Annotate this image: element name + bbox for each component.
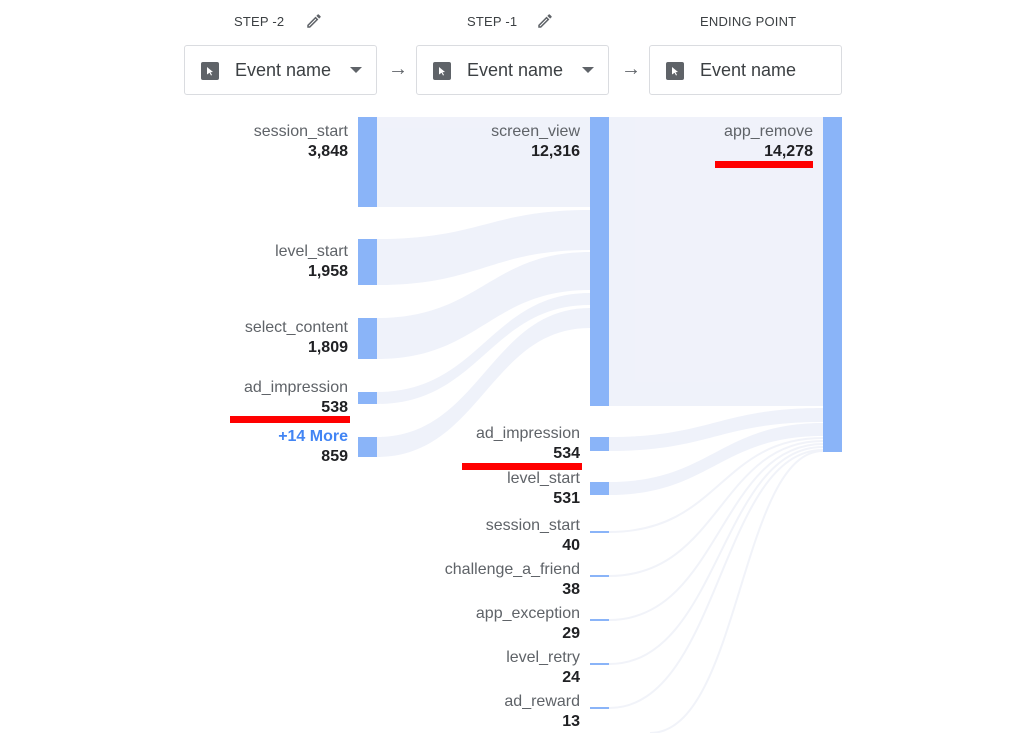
node-step2-level_start[interactable]: level_start 1,958 [275, 243, 348, 280]
pencil-icon[interactable] [536, 12, 554, 30]
highlight-underline [230, 416, 350, 423]
step-2-dimension-select[interactable]: Event name [184, 45, 377, 95]
dimension-label: Event name [467, 60, 564, 80]
step-2-header: STEP -2 [234, 14, 285, 29]
flow-ad_reward-app_remove [608, 449, 824, 709]
arrow-right-icon: → [388, 58, 408, 80]
dropdown-caret-icon[interactable] [350, 67, 362, 73]
node-bar[interactable] [590, 531, 609, 533]
flow-level_retry-app_remove [608, 446, 824, 665]
node-step1-level_retry[interactable]: level_retry 24 [506, 649, 580, 686]
flow-other-app_remove [649, 450, 824, 733]
node-step1-screen_view[interactable]: screen_view 12,316 [491, 123, 580, 160]
cursor-icon [201, 62, 219, 80]
node-bar[interactable] [590, 707, 609, 709]
node-bar[interactable] [358, 239, 377, 285]
flow-ad_impression-screen_view [377, 293, 590, 404]
node-bar[interactable] [358, 392, 377, 404]
cursor-icon [666, 62, 684, 80]
node-bar[interactable] [823, 117, 842, 452]
ending-point-header: ENDING POINT [700, 14, 797, 29]
node-bar[interactable] [590, 117, 609, 406]
dimension-label: Event name [235, 60, 332, 80]
node-step2-ad_impression[interactable]: ad_impression 538 [243, 379, 348, 416]
node-step1-level_start[interactable]: level_start 531 [507, 470, 580, 507]
dimension-label: Event name [700, 60, 797, 80]
node-step1-session_start[interactable]: session_start 40 [485, 517, 580, 554]
step-1-header: STEP -1 [467, 14, 518, 29]
node-step1-app_exception[interactable]: app_exception 29 [475, 605, 580, 642]
node-step1-ad_reward[interactable]: ad_reward 13 [504, 693, 580, 730]
highlight-underline [715, 161, 813, 168]
step-1-dimension-select[interactable]: Event name [416, 45, 609, 95]
node-bar[interactable] [590, 575, 609, 577]
node-bar[interactable] [358, 117, 377, 207]
cursor-icon [433, 62, 451, 80]
node-bar[interactable] [590, 437, 609, 451]
dropdown-caret-icon[interactable] [582, 67, 594, 73]
more-link[interactable]: +14 More [278, 428, 348, 445]
flow-select_content-screen_view [377, 252, 590, 359]
node-step2-session_start[interactable]: session_start 3,848 [253, 123, 348, 160]
flow-screen_view-app_remove [609, 117, 823, 406]
flow-level_start-app_remove [609, 423, 823, 495]
arrow-right-icon: → [621, 58, 641, 80]
node-bar[interactable] [590, 482, 609, 495]
node-step2-select_content[interactable]: select_content 1,809 [244, 319, 348, 356]
node-bar[interactable] [358, 437, 377, 457]
flow-session_start-app_remove [608, 437, 824, 533]
node-bar[interactable] [590, 663, 609, 665]
node-end-app_remove[interactable]: app_remove 14,278 [724, 123, 813, 160]
node-bar[interactable] [590, 619, 609, 621]
flow-level_start-screen_view [377, 210, 590, 285]
flow-ad_impression-app_remove [609, 408, 823, 451]
node-step1-challenge_a_friend[interactable]: challenge_a_friend 38 [444, 561, 580, 598]
pencil-icon[interactable] [305, 12, 323, 30]
node-bar[interactable] [358, 318, 377, 359]
flow-app_exception-app_remove [608, 443, 824, 621]
highlight-underline [462, 463, 582, 470]
node-step1-ad_impression[interactable]: ad_impression 534 [475, 425, 580, 462]
ending-point-dimension: Event name [649, 45, 842, 95]
flow-challenge_a_friend-app_remove [608, 440, 824, 577]
flow-more-screen_view [377, 308, 590, 457]
flow-session_start-screen_view [377, 117, 590, 207]
node-step2-more[interactable]: +14 More 859 [278, 428, 348, 465]
